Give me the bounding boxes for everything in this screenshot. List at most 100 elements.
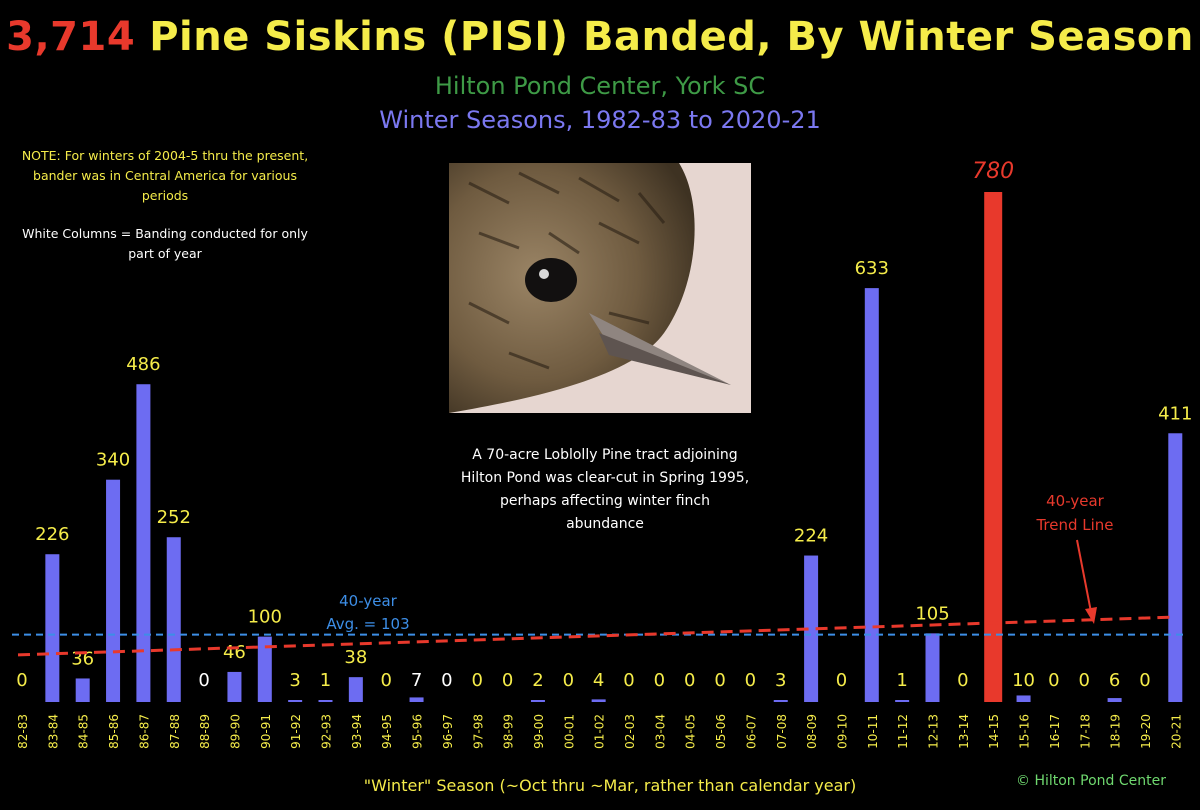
x-axis-label: "Winter" Season (~Oct thru ~Mar, rather … [363,776,857,795]
value-label-16-17: 0 [1048,670,1059,691]
tick-label-09-10: 09-10 [835,714,849,749]
bar-11-12 [895,700,910,702]
value-label-10-11: 633 [855,258,889,279]
tick-label-12-13: 12-13 [927,714,941,749]
bar-89-90 [227,671,242,702]
value-label-15-16: 10 [1012,670,1035,691]
bar-12-13 [925,633,940,702]
bar-92-93 [318,700,333,702]
tick-label-16-17: 16-17 [1048,714,1062,749]
tick-label-17-18: 17-18 [1078,714,1092,749]
tick-label-19-20: 19-20 [1139,714,1153,749]
tick-label-82-83: 82-83 [16,714,30,749]
tick-label-01-02: 01-02 [593,714,607,749]
bar-99-00 [530,700,545,702]
trend-label-line1: 40-year [1046,492,1105,510]
tick-label-20-21: 20-21 [1169,714,1183,749]
trend-label-line2: Trend Line [1035,516,1113,534]
bar-20-21 [1168,433,1183,702]
central-america-note: NOTE: For winters of 2004-5 thru the pre… [21,148,309,203]
value-label-13-14: 0 [957,670,968,691]
pine-siskin-photo [449,163,751,413]
value-label-97-98: 0 [472,670,483,691]
tick-label-13-14: 13-14 [957,714,971,749]
tick-label-86-87: 86-87 [137,714,151,749]
value-label-18-19: 6 [1109,670,1120,691]
value-label-09-10: 0 [836,670,847,691]
value-label-20-21: 411 [1158,403,1192,424]
tick-label-15-16: 15-16 [1018,714,1032,749]
tick-label-10-11: 10-11 [866,714,880,749]
tick-label-96-97: 96-97 [441,714,455,749]
tick-label-92-93: 92-93 [320,714,334,749]
tick-label-00-01: 00-01 [562,714,576,749]
tick-label-97-98: 97-98 [471,714,485,749]
bar-14-15 [984,192,1003,702]
chart-title: 3,714 Pine Siskins (PISI) Banded, By Wint… [0,14,1200,60]
value-label-02-03: 0 [623,670,634,691]
tick-label-87-88: 87-88 [168,714,182,749]
value-label-07-08: 3 [775,670,786,691]
value-label-86-87: 486 [126,354,160,375]
range-subtitle: Winter Seasons, 1982-83 to 2020-21 [379,106,821,134]
tick-label-89-90: 89-90 [228,714,242,749]
credit-text: © Hilton Pond Center [1016,773,1166,789]
tick-label-06-07: 06-07 [744,714,758,749]
bar-84-85 [75,678,90,702]
bar-07-08 [773,700,788,702]
tick-label-11-12: 11-12 [896,714,910,749]
tick-label-99-00: 99-00 [532,714,546,749]
value-label-04-05: 0 [684,670,695,691]
value-label-14-15: 780 [972,159,1014,184]
total-count: 3,714 [6,14,136,60]
average-label-line2: Avg. = 103 [326,615,409,633]
tick-label-90-91: 90-91 [259,714,273,749]
white-columns-note: White Columns = Banding conducted for on… [22,226,308,261]
trend-line [17,615,1177,657]
tick-label-08-09: 08-09 [805,714,819,749]
value-label-87-88: 252 [157,507,191,528]
bar-15-16 [1016,695,1031,702]
bar-08-09 [804,555,819,702]
value-label-96-97: 0 [441,670,452,691]
value-label-94-95: 0 [380,670,391,691]
value-label-95-96: 7 [411,670,422,691]
value-label-93-94: 38 [344,647,367,668]
tick-label-07-08: 07-08 [775,714,789,749]
tick-label-91-92: 91-92 [289,714,303,749]
bar-83-84 [45,554,60,702]
bar-93-94 [348,677,363,702]
clearcut-note: A 70-acre Loblolly Pine tract adjoining … [460,447,750,532]
tick-label-85-86: 85-86 [107,714,121,749]
value-label-85-86: 340 [96,450,130,471]
value-label-82-83: 0 [16,670,27,691]
bar-91-92 [288,700,303,702]
value-label-19-20: 0 [1139,670,1150,691]
tick-label-02-03: 02-03 [623,714,637,749]
trend-arrow-head [1085,607,1097,624]
tick-label-05-06: 05-06 [714,714,728,749]
value-label-91-92: 3 [289,670,300,691]
average-label-line1: 40-year [339,592,398,610]
bar-85-86 [106,479,121,702]
tick-label-04-05: 04-05 [684,714,698,749]
bar-01-02 [591,699,606,702]
tick-label-88-89: 88-89 [198,714,212,749]
value-label-90-91: 100 [248,607,282,628]
value-label-89-90: 46 [223,642,246,663]
value-label-08-09: 224 [794,526,828,547]
value-label-00-01: 0 [563,670,574,691]
tick-label-14-15: 14-15 [987,714,1001,749]
trend-arrow-shaft [1076,539,1092,613]
tick-label-18-19: 18-19 [1109,714,1123,749]
bar-86-87 [136,384,151,702]
bar-95-96 [409,697,424,702]
tick-label-93-94: 93-94 [350,714,364,749]
tick-label-98-99: 98-99 [502,714,516,749]
value-label-92-93: 1 [320,670,331,691]
value-label-12-13: 105 [915,603,949,624]
tick-label-84-85: 84-85 [77,714,91,749]
value-label-06-07: 0 [745,670,756,691]
value-label-98-99: 0 [502,670,513,691]
